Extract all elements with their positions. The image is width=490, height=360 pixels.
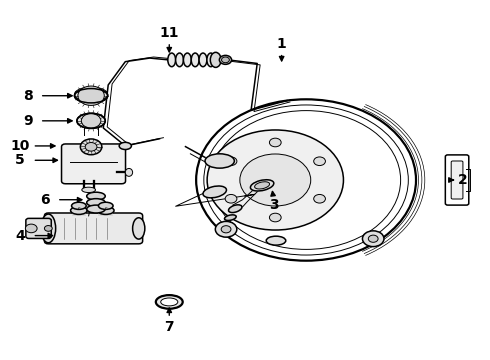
Ellipse shape: [98, 207, 114, 215]
Ellipse shape: [250, 180, 274, 191]
Circle shape: [363, 231, 384, 247]
Ellipse shape: [82, 187, 96, 193]
Circle shape: [45, 226, 52, 231]
Text: 1: 1: [277, 37, 287, 51]
Ellipse shape: [77, 113, 105, 129]
Text: 6: 6: [40, 193, 49, 207]
Circle shape: [25, 224, 37, 233]
FancyBboxPatch shape: [26, 219, 51, 238]
Text: 2: 2: [458, 173, 467, 187]
Text: 9: 9: [23, 114, 32, 128]
Text: 5: 5: [15, 153, 25, 167]
Ellipse shape: [125, 168, 133, 176]
Circle shape: [314, 194, 325, 203]
Ellipse shape: [199, 53, 207, 67]
Circle shape: [85, 143, 97, 151]
Ellipse shape: [191, 53, 199, 67]
Text: 3: 3: [270, 198, 279, 212]
Ellipse shape: [87, 205, 105, 213]
Ellipse shape: [183, 53, 191, 67]
Circle shape: [80, 139, 102, 155]
Circle shape: [225, 194, 237, 203]
Circle shape: [215, 221, 237, 237]
FancyBboxPatch shape: [445, 155, 469, 205]
Ellipse shape: [175, 53, 183, 67]
Circle shape: [221, 57, 229, 63]
Text: c: c: [77, 206, 80, 211]
Ellipse shape: [255, 182, 270, 189]
Bar: [72, 206, 86, 216]
Circle shape: [204, 105, 408, 255]
Circle shape: [270, 213, 281, 222]
Ellipse shape: [41, 214, 56, 243]
Ellipse shape: [72, 202, 86, 210]
Text: 8: 8: [23, 89, 32, 103]
Circle shape: [240, 154, 311, 206]
Circle shape: [225, 157, 237, 166]
Ellipse shape: [161, 298, 178, 306]
Ellipse shape: [224, 215, 236, 220]
Text: 10: 10: [11, 139, 30, 153]
Ellipse shape: [207, 53, 215, 67]
Circle shape: [81, 114, 101, 128]
Bar: [98, 206, 113, 216]
Ellipse shape: [87, 192, 105, 200]
Ellipse shape: [98, 202, 113, 210]
Circle shape: [368, 235, 378, 242]
Ellipse shape: [71, 207, 87, 215]
Bar: [87, 196, 105, 209]
Ellipse shape: [228, 205, 242, 212]
Circle shape: [314, 157, 325, 166]
Ellipse shape: [203, 186, 226, 198]
Ellipse shape: [133, 218, 145, 239]
Circle shape: [221, 226, 231, 233]
Ellipse shape: [119, 142, 131, 149]
Text: c: c: [104, 206, 107, 211]
Ellipse shape: [87, 199, 105, 207]
Ellipse shape: [210, 52, 221, 67]
FancyBboxPatch shape: [451, 161, 463, 199]
Circle shape: [207, 130, 343, 230]
Ellipse shape: [156, 295, 183, 309]
Ellipse shape: [220, 55, 232, 64]
Ellipse shape: [266, 236, 286, 245]
Ellipse shape: [168, 53, 175, 67]
Text: 11: 11: [160, 26, 179, 40]
Ellipse shape: [205, 154, 234, 168]
Circle shape: [196, 99, 416, 261]
Circle shape: [78, 86, 104, 105]
Circle shape: [270, 138, 281, 147]
Text: 4: 4: [15, 229, 25, 243]
Ellipse shape: [74, 89, 108, 103]
Text: 7: 7: [165, 320, 174, 334]
FancyBboxPatch shape: [62, 144, 125, 184]
Circle shape: [212, 111, 401, 249]
FancyBboxPatch shape: [45, 213, 143, 244]
